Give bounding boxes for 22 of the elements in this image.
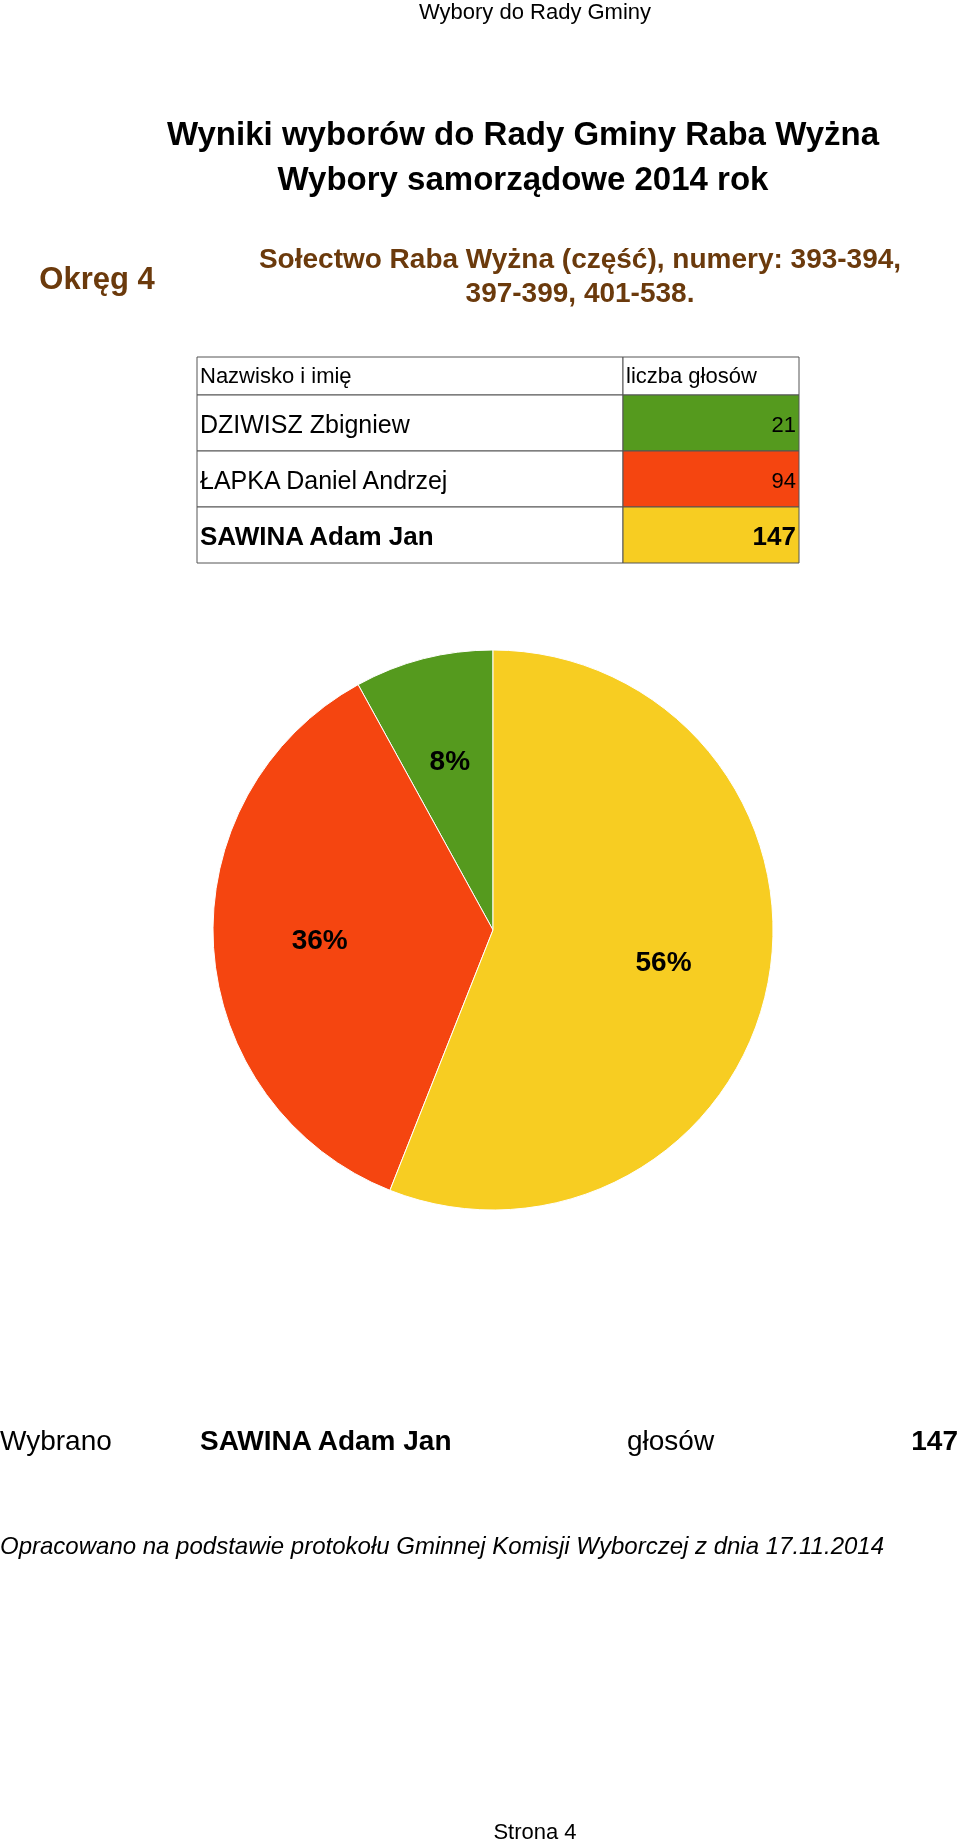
text: Nazwisko i imię — [200, 363, 352, 388]
text: SAWINA Adam Jan — [200, 1425, 452, 1456]
text: Okręg 4 — [39, 261, 156, 296]
text: Wybory do Rady Gminy — [418, 0, 652, 24]
text: Sołectwo Raba Wyżna (część), numery: 393-394, 397-399, 401-538. — [258, 243, 902, 308]
data-label: 36% — [291, 923, 348, 955]
text: Strona 4 — [493, 1819, 577, 1842]
text: Wybrano — [0, 1425, 112, 1456]
data-label: 8% — [429, 744, 471, 776]
text: Opracowano na podstawie protokołu Gminnej Komisji Wyborczej z dnia 17.11.2014 — [0, 1532, 885, 1559]
text: głosów — [627, 1425, 715, 1456]
text: 147 — [911, 1425, 958, 1456]
text: SAWINA Adam Jan — [200, 521, 434, 551]
text: 94 — [771, 468, 796, 493]
chart-subtitle: Wybory samorządowe 2014 rok — [277, 160, 770, 197]
data-label: 56% — [635, 945, 692, 977]
text: liczba głosów — [626, 363, 757, 388]
chart-title: Wyniki wyborów do Rady Gminy Raba Wyżna — [166, 115, 880, 152]
text: DZIWISZ Zbigniew — [200, 410, 411, 438]
text: 147 — [752, 521, 796, 551]
text: ŁAPKA Daniel Andrzej — [200, 466, 448, 494]
text: 21 — [771, 412, 796, 437]
